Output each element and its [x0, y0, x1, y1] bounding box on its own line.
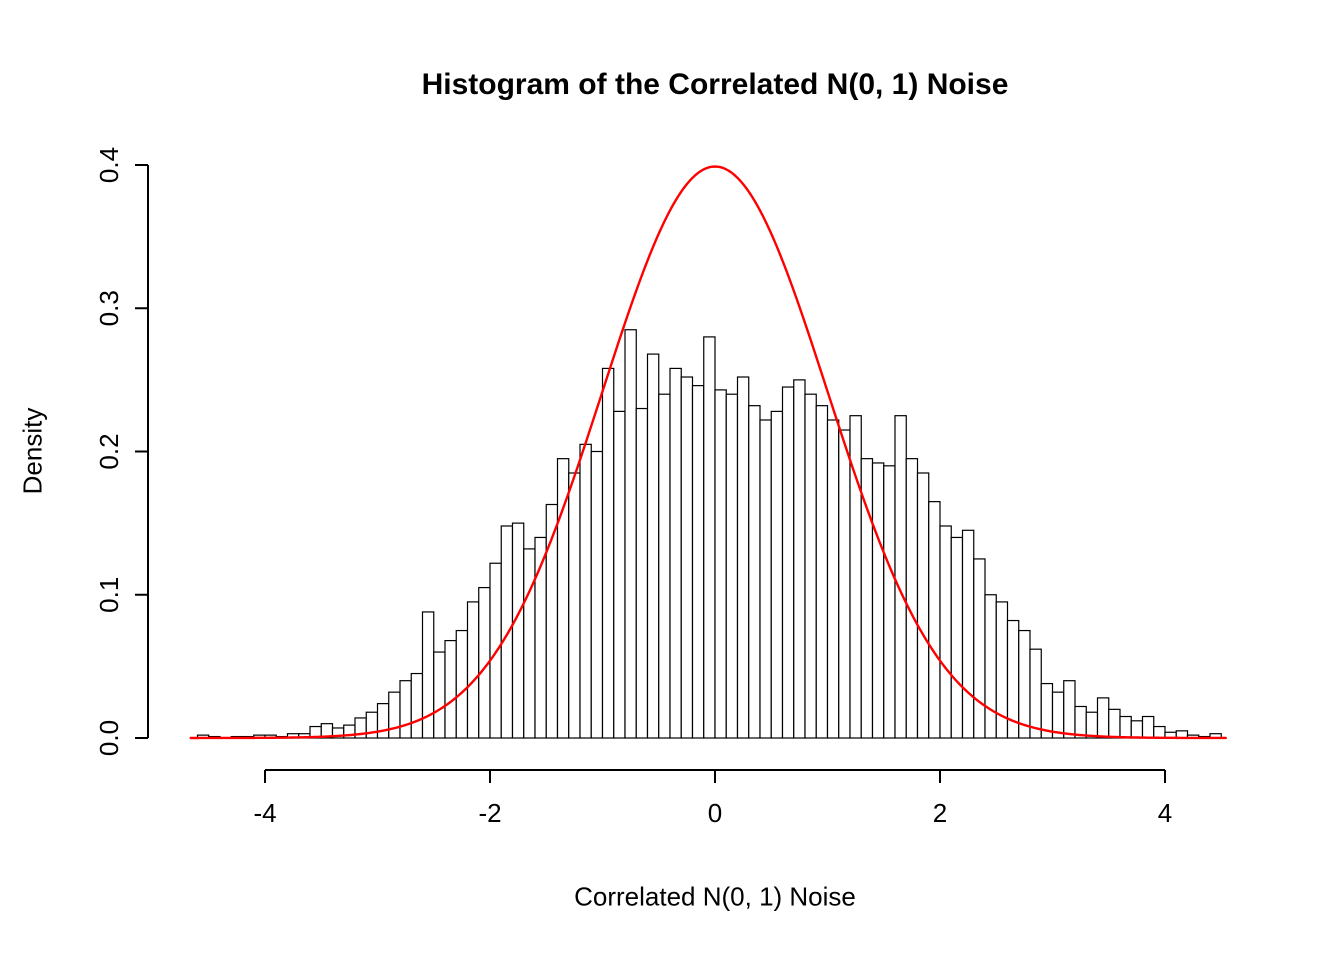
histogram-bar: [376, 703, 390, 739]
y-axis-label: Density: [17, 407, 48, 495]
histogram-bar: [613, 410, 626, 739]
histogram-bar: [388, 691, 401, 739]
histogram-bar: [646, 353, 660, 739]
histogram-bar: [984, 594, 997, 739]
y-tick-label: 0.1: [94, 577, 124, 613]
histogram-bar: [1085, 711, 1099, 739]
x-axis-label: Correlated N(0, 1) Noise: [574, 881, 856, 912]
histogram-bar: [1108, 708, 1121, 739]
x-tick-label: -2: [478, 798, 501, 828]
histogram-bar: [511, 522, 525, 739]
histogram-bar: [838, 429, 851, 739]
histogram-bar: [725, 393, 739, 739]
histogram-bar: [939, 525, 952, 739]
histogram-bar: [905, 458, 919, 739]
histogram-bar: [781, 386, 795, 739]
histogram-bar: [1063, 680, 1076, 739]
histogram-bar: [1018, 629, 1031, 739]
x-tick-label: -4: [253, 798, 276, 828]
histogram-bar: [601, 367, 615, 739]
histogram-bar: [691, 385, 705, 739]
x-tick-label: 0: [708, 798, 722, 828]
histogram-bar: [444, 639, 457, 739]
histogram-bar: [1130, 720, 1144, 739]
histogram-bar: [635, 407, 649, 739]
histogram-bar: [624, 329, 637, 739]
histogram-bar: [658, 393, 671, 739]
histogram-bar: [714, 389, 727, 739]
histogram-bar: [894, 415, 907, 739]
histogram-bar: [500, 525, 514, 739]
histogram-bar: [399, 680, 412, 739]
histogram-bar: [973, 558, 986, 739]
histogram-bar: [1119, 715, 1132, 739]
histogram-bar: [1096, 697, 1110, 739]
histogram-bar: [736, 376, 750, 739]
histogram-bar: [928, 501, 941, 739]
histogram-bar: [1029, 648, 1042, 739]
histogram-bar: [568, 472, 581, 739]
y-tick-label: 0.2: [94, 433, 124, 469]
histogram-bar: [871, 462, 885, 739]
histogram-bar: [961, 529, 975, 739]
histogram-bar: [916, 472, 930, 739]
y-tick-label: 0.0: [94, 720, 124, 756]
normal-density-curve: [189, 165, 1227, 740]
histogram-bar: [703, 336, 716, 739]
histogram-bar: [815, 405, 829, 739]
y-tick-label: 0.3: [94, 290, 124, 326]
histogram-bar: [410, 672, 424, 739]
histogram-bar: [523, 548, 536, 739]
histogram-bar: [421, 611, 435, 739]
histogram-bar: [590, 450, 604, 739]
histogram-bar: [1153, 725, 1166, 739]
histogram-bar: [433, 651, 446, 739]
chart-title: Histogram of the Correlated N(0, 1) Nois…: [421, 68, 1009, 101]
histogram-bar: [883, 465, 896, 739]
histogram-bar: [950, 536, 964, 739]
histogram-bar: [1074, 705, 1087, 739]
histogram-bar: [1141, 715, 1155, 739]
histogram-bar: [826, 419, 840, 739]
histogram-bar: [680, 376, 694, 739]
histogram-bar: [455, 629, 469, 739]
x-tick-label: 4: [1158, 798, 1172, 828]
histogram-bar: [579, 443, 592, 739]
histogram-bar: [770, 410, 784, 739]
histogram-bar: [748, 405, 761, 739]
x-tick-label: 2: [933, 798, 947, 828]
histogram-bar: [466, 601, 480, 739]
histogram-bar: [793, 379, 806, 739]
histogram-bar: [804, 393, 817, 739]
y-tick-label: 0.4: [94, 147, 124, 183]
histogram-bar: [759, 419, 772, 739]
histogram-bar: [669, 367, 682, 739]
